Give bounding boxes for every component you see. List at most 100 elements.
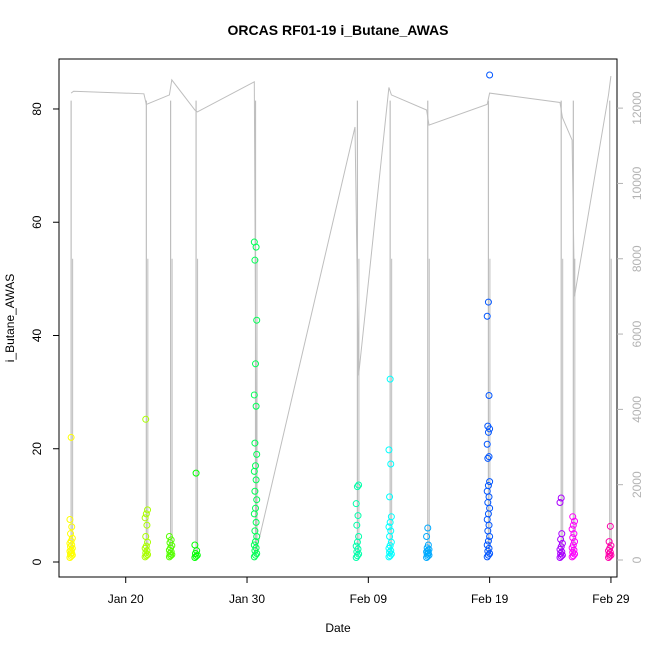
data-point bbox=[557, 494, 565, 502]
data-point bbox=[353, 521, 361, 529]
data-point bbox=[355, 481, 363, 489]
data-point bbox=[484, 551, 492, 559]
data-point bbox=[354, 512, 362, 520]
data-point bbox=[251, 487, 259, 495]
data-point bbox=[193, 551, 201, 559]
data-point bbox=[250, 238, 258, 246]
data-point bbox=[485, 392, 493, 400]
data-point bbox=[424, 524, 432, 532]
data-point bbox=[606, 548, 614, 556]
data-point bbox=[385, 446, 393, 454]
data-point bbox=[142, 510, 150, 518]
data-point bbox=[250, 541, 258, 549]
data-point bbox=[484, 537, 492, 545]
data-point bbox=[387, 527, 395, 535]
y-tick-label: 60 bbox=[30, 215, 44, 229]
data-point bbox=[486, 71, 494, 79]
y2-tick-label: 12000 bbox=[630, 91, 644, 125]
data-point bbox=[569, 534, 577, 542]
y-tick-label: 20 bbox=[30, 442, 44, 456]
altitude-series-line bbox=[70, 76, 612, 550]
data-point bbox=[143, 547, 151, 555]
data-point bbox=[252, 551, 260, 559]
data-point bbox=[252, 402, 260, 410]
data-point bbox=[386, 493, 394, 501]
data-point bbox=[142, 552, 150, 560]
data-point bbox=[424, 541, 432, 549]
data-point bbox=[141, 514, 149, 522]
plot-area-frame bbox=[58, 58, 618, 578]
x-tick-label: Jan 20 bbox=[108, 592, 144, 606]
y-tick-label: 0 bbox=[30, 558, 44, 565]
y-axis-label: i_Butane_AWAS bbox=[3, 274, 17, 363]
data-point bbox=[252, 360, 260, 368]
data-point bbox=[353, 483, 361, 491]
y2-tick-label: 0 bbox=[630, 556, 644, 563]
data-point bbox=[355, 550, 363, 558]
y2-tick-label: 2000 bbox=[630, 471, 644, 498]
y2-tick-label: 4000 bbox=[630, 396, 644, 423]
data-point bbox=[483, 541, 491, 549]
chart-title: ORCAS RF01-19 i_Butane_AWAS bbox=[228, 22, 449, 38]
x-axis: Jan 20 Jan 30 Feb 09 Feb 19 Feb 29 bbox=[108, 576, 630, 606]
data-point bbox=[143, 521, 151, 529]
data-point bbox=[558, 539, 566, 547]
data-point bbox=[253, 496, 261, 504]
data-point bbox=[352, 542, 360, 550]
data-point bbox=[484, 454, 492, 462]
data-point bbox=[571, 550, 579, 558]
data-point bbox=[251, 256, 259, 264]
data-point bbox=[387, 513, 395, 521]
data-point bbox=[355, 533, 363, 541]
data-point bbox=[557, 543, 565, 551]
data-point bbox=[386, 375, 394, 383]
data-point bbox=[423, 533, 431, 541]
data-point bbox=[165, 533, 173, 541]
data-point bbox=[571, 538, 579, 546]
data-point bbox=[142, 533, 150, 541]
data-point bbox=[253, 316, 261, 324]
data-point bbox=[569, 541, 577, 549]
data-point bbox=[558, 551, 566, 559]
y-axis-left: 0 20 40 60 80 bbox=[30, 102, 59, 565]
data-point bbox=[605, 538, 613, 546]
data-point bbox=[568, 525, 576, 533]
data-point bbox=[569, 513, 577, 521]
data-point bbox=[570, 546, 578, 554]
data-point bbox=[192, 469, 200, 477]
y-tick-label: 40 bbox=[30, 329, 44, 343]
data-point bbox=[191, 553, 199, 561]
data-point bbox=[386, 548, 394, 556]
data-point bbox=[387, 547, 395, 555]
data-point bbox=[387, 460, 395, 468]
data-point bbox=[570, 530, 578, 538]
data-point bbox=[252, 476, 260, 484]
data-point bbox=[385, 523, 393, 531]
data-point bbox=[67, 546, 75, 554]
data-point bbox=[485, 544, 493, 552]
data-point bbox=[571, 517, 579, 525]
data-point bbox=[68, 523, 76, 531]
data-point bbox=[483, 440, 491, 448]
altitude-series-layer bbox=[70, 76, 612, 557]
data-point bbox=[67, 433, 75, 441]
y2-tick-label: 10000 bbox=[630, 166, 644, 200]
data-point bbox=[484, 422, 492, 430]
data-point bbox=[253, 450, 261, 458]
data-point bbox=[167, 536, 175, 544]
data-point bbox=[142, 542, 150, 550]
data-point bbox=[387, 550, 395, 558]
data-point bbox=[483, 312, 491, 320]
data-point bbox=[191, 541, 199, 549]
y2-tick-label: 6000 bbox=[630, 320, 644, 347]
data-point bbox=[483, 516, 491, 524]
x-tick-label: Jan 30 bbox=[229, 592, 265, 606]
x-tick-label: Feb 19 bbox=[471, 592, 509, 606]
data-point bbox=[68, 534, 76, 542]
data-point bbox=[251, 439, 259, 447]
data-point bbox=[558, 530, 566, 538]
data-point bbox=[68, 541, 76, 549]
data-point bbox=[141, 553, 149, 561]
x-axis-label: Date bbox=[325, 621, 351, 635]
